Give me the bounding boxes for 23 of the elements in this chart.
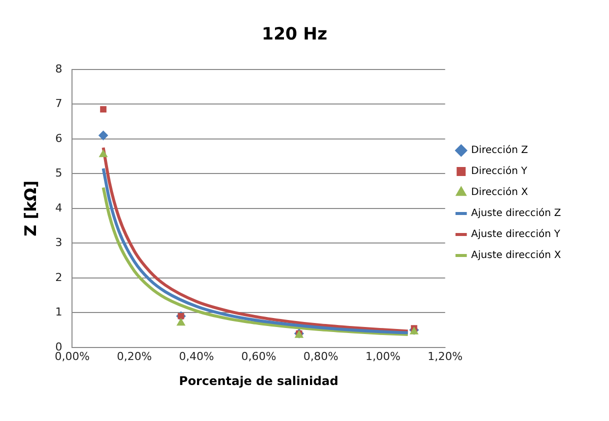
y-axis-title: Z [kΩ] [20, 180, 40, 236]
x-axis-title: Porcentaje de salinidad [179, 374, 338, 388]
y-tick-label: 5 [55, 166, 62, 180]
legend-label: Ajuste dirección X [471, 250, 562, 262]
legend-label: Dirección Y [471, 166, 528, 178]
legend-label: Ajuste dirección Y [471, 229, 562, 240]
y-tick-label: 6 [55, 132, 62, 145]
x-tick-label: 0,80% [303, 350, 338, 363]
y-tick-label: 2 [55, 270, 62, 284]
y-tick-label: 8 [55, 62, 62, 76]
y-tick-label: 3 [55, 236, 62, 250]
x-tick-label: 0,20% [116, 350, 152, 363]
legend-label: Ajuste dirección Z [471, 208, 562, 220]
y-tick-label: 4 [55, 201, 62, 214]
chart-title: 120 Hz [262, 24, 328, 45]
x-tick-label: 0,60% [241, 350, 276, 363]
x-tick-label: 1,20% [428, 350, 463, 363]
y-tick-label: 7 [55, 97, 62, 110]
y-tick-label: 1 [55, 306, 62, 319]
legend-label: Dirección X [471, 187, 528, 198]
x-tick-label: 1,00% [366, 350, 400, 363]
legend-label: Dirección Z [471, 145, 528, 156]
x-tick-label: 0,40% [179, 350, 214, 363]
